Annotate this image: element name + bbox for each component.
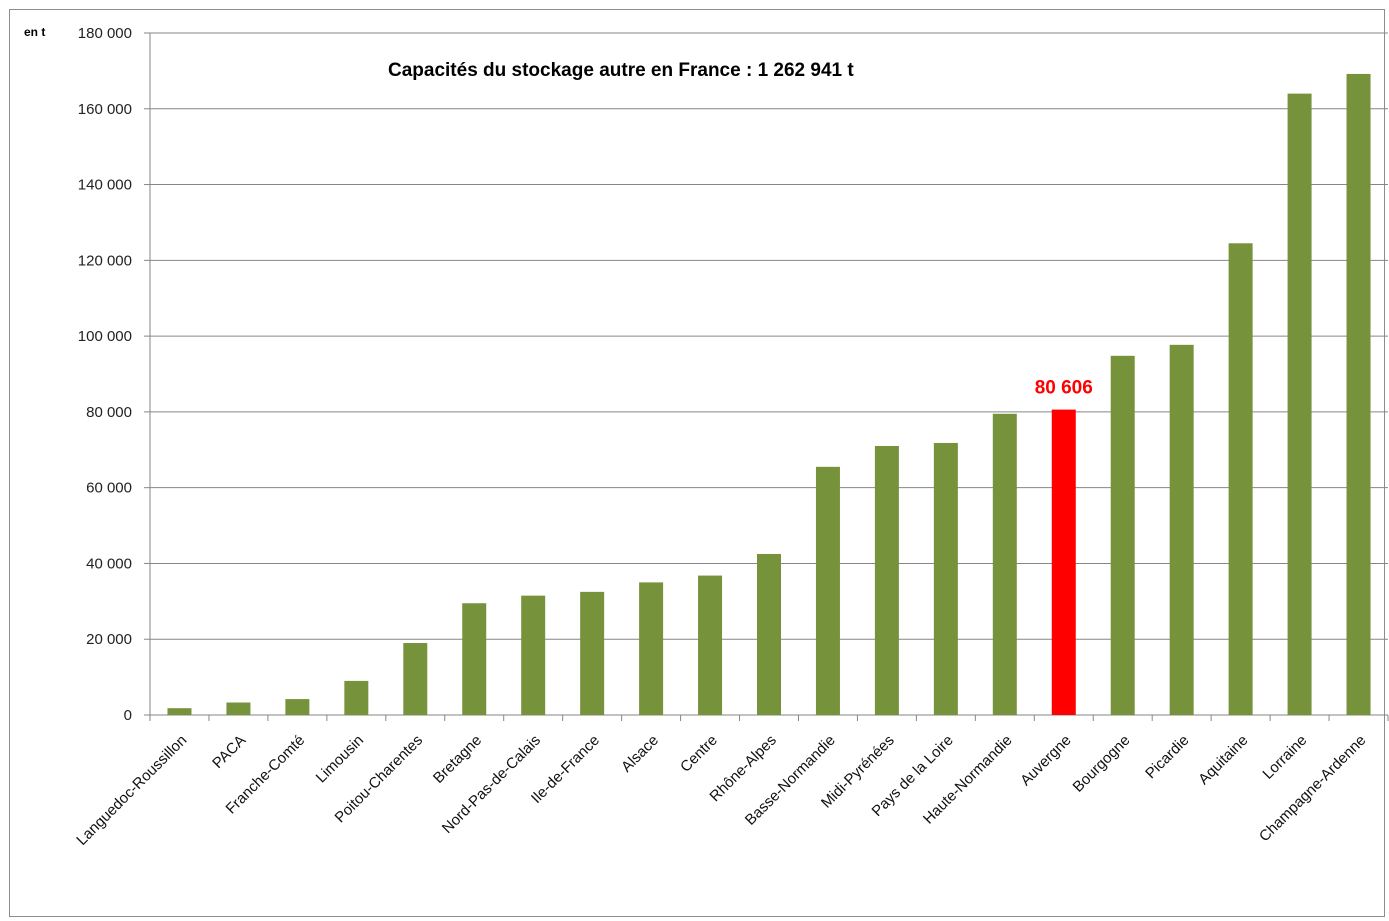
y-tick-label: 20 000 bbox=[86, 631, 132, 648]
chart-frame bbox=[9, 9, 1385, 917]
y-tick-label: 0 bbox=[124, 707, 132, 724]
bar bbox=[403, 643, 428, 715]
y-tick-label: 80 000 bbox=[86, 404, 132, 421]
x-tick-label: Lorraine bbox=[1259, 732, 1310, 783]
x-tick-label: Auvergne bbox=[1017, 732, 1074, 789]
x-tick-label: Picardie bbox=[1142, 732, 1192, 782]
x-tick-label: Languedoc-Roussillon bbox=[73, 732, 190, 849]
bar bbox=[639, 582, 664, 715]
bar bbox=[698, 575, 723, 715]
y-axis-unit-label: en t bbox=[24, 25, 45, 39]
bar bbox=[757, 553, 781, 715]
bar bbox=[285, 699, 310, 715]
bar bbox=[992, 413, 1017, 715]
bar bbox=[933, 442, 958, 715]
chart-title: Capacités du stockage autre en France : … bbox=[388, 60, 854, 81]
bar bbox=[344, 680, 369, 715]
bar bbox=[1287, 93, 1312, 716]
bar bbox=[815, 466, 840, 715]
gridlines bbox=[150, 32, 1388, 640]
bar bbox=[874, 445, 899, 715]
y-tick-label: 180 000 bbox=[78, 25, 132, 42]
x-tick-label: Nord-Pas-de-Calais bbox=[439, 732, 544, 837]
bar-highlight bbox=[1051, 409, 1076, 715]
x-tick-label: Limousin bbox=[313, 732, 367, 786]
x-tick-label: Centre bbox=[677, 732, 721, 776]
y-tick-label: 60 000 bbox=[86, 480, 132, 497]
y-tick-label: 120 000 bbox=[78, 252, 132, 269]
bar bbox=[521, 595, 546, 715]
x-tick-label: Bretagne bbox=[430, 732, 485, 787]
bar bbox=[167, 708, 192, 715]
x-tick-label: Alsace bbox=[618, 732, 662, 776]
highlight-data-label: 80 606 bbox=[1035, 378, 1093, 399]
bars bbox=[167, 73, 1371, 716]
x-tick-label: PACA bbox=[209, 732, 249, 772]
bar bbox=[1110, 355, 1135, 715]
bar bbox=[1228, 243, 1253, 716]
bar bbox=[1169, 344, 1194, 715]
y-tick-label: 100 000 bbox=[78, 328, 132, 345]
y-tick-label: 140 000 bbox=[78, 177, 132, 194]
y-tick-label: 40 000 bbox=[86, 555, 132, 572]
bar bbox=[580, 591, 605, 715]
x-tick-label: Champagne-Ardenne bbox=[1256, 732, 1369, 845]
bar bbox=[462, 603, 487, 715]
y-tick-label: 160 000 bbox=[78, 101, 132, 118]
bar bbox=[226, 702, 251, 715]
x-tick-label: Bourgogne bbox=[1070, 732, 1134, 796]
x-tick-label: Aquitaine bbox=[1195, 732, 1251, 788]
bar bbox=[1346, 73, 1371, 716]
